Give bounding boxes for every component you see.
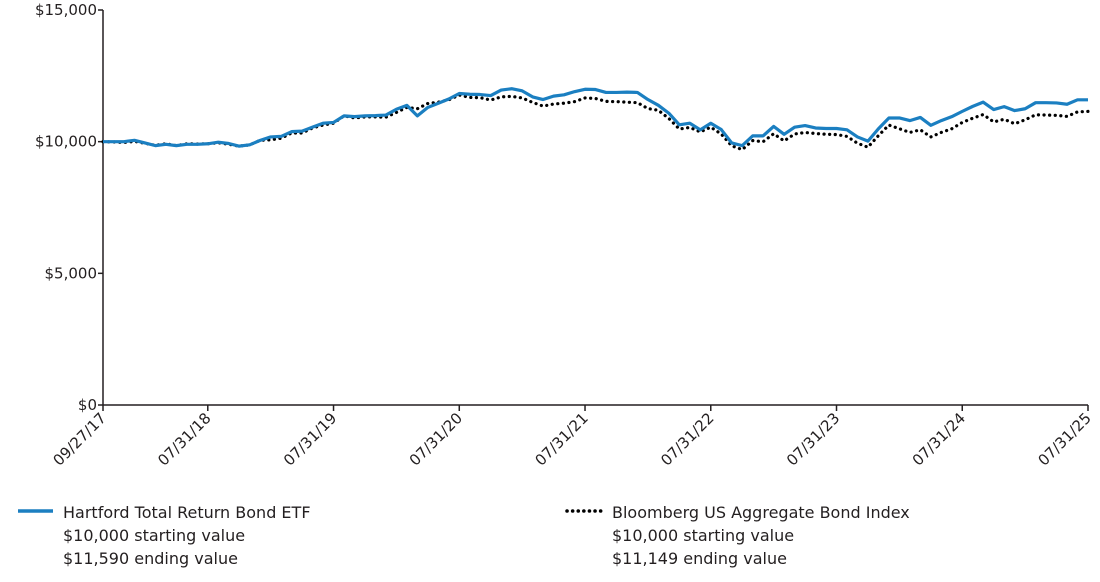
y-tick-label: $10,000: [35, 133, 97, 151]
x-tick-label: 09/27/17: [49, 409, 109, 469]
x-tick-label: 07/31/22: [657, 409, 717, 469]
y-tick-label: $5,000: [45, 264, 98, 282]
x-tick-label: 07/31/19: [280, 409, 340, 469]
legend-note: $11,590 ending value: [63, 549, 238, 568]
x-tick-label: 07/31/23: [783, 409, 843, 469]
legend-note: $10,000 starting value: [63, 526, 245, 545]
x-tick-label: 07/31/24: [909, 409, 969, 469]
series-line: [101, 93, 1090, 152]
x-tick-label: 07/31/20: [406, 409, 466, 469]
y-tick-label: $15,000: [35, 1, 97, 19]
x-tick-label: 07/31/21: [531, 409, 591, 469]
legend-label: Bloomberg US Aggregate Bond Index: [612, 503, 910, 522]
series-line: [103, 87, 1088, 148]
legend-note: $10,000 starting value: [612, 526, 794, 545]
y-tick-label: $0: [78, 396, 97, 414]
legend-note: $11,149 ending value: [612, 549, 787, 568]
x-tick-label: 07/31/25: [1034, 409, 1094, 469]
legend-label: Hartford Total Return Bond ETF: [63, 503, 311, 522]
x-tick-label: 07/31/18: [154, 409, 214, 469]
